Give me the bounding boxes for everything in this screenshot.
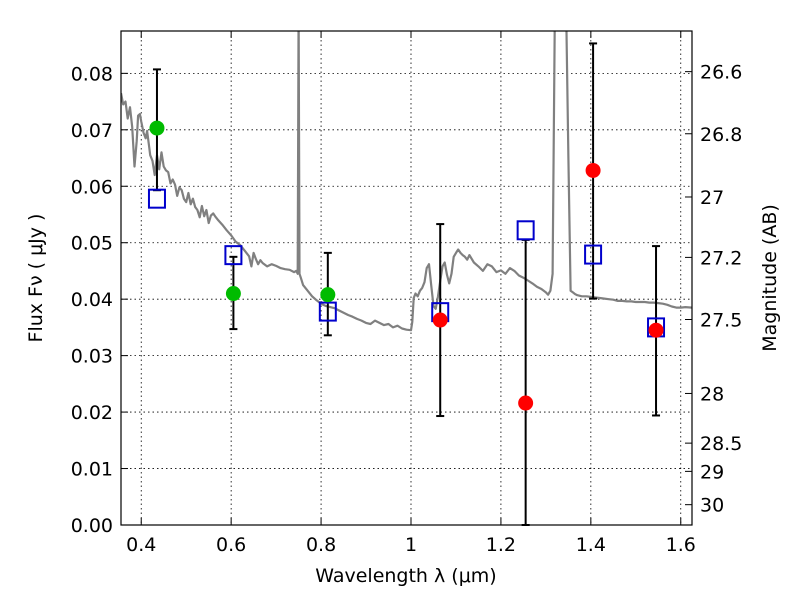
y-tick-label: 0.06 <box>71 176 113 198</box>
y-tick-label: 0.07 <box>71 120 113 142</box>
y-axis-label: Flux Fν ( μJy ) <box>25 214 47 343</box>
y-tick-label: 0.02 <box>71 402 113 424</box>
x-tick-label: 1 <box>405 534 417 556</box>
right-tick-label: 29 <box>700 461 724 483</box>
x-axis-label: Wavelength λ (μm) <box>315 565 496 587</box>
right-tick-label: 28.5 <box>700 433 742 455</box>
model-photometry-square <box>147 188 166 209</box>
x-tick-label: 0.6 <box>216 534 246 556</box>
x-tick-label: 1.2 <box>486 534 516 556</box>
right-tick-label: 27.5 <box>700 309 742 331</box>
y-tick-label: 0.08 <box>71 63 113 85</box>
x-tick-label: 0.8 <box>306 534 336 556</box>
model-photometry-square <box>224 245 243 266</box>
upper-limit-point <box>585 162 601 178</box>
upper-limit-point <box>648 322 664 338</box>
markers <box>147 42 666 526</box>
right-tick-label: 27 <box>700 187 724 209</box>
model-photometry-square <box>584 244 603 265</box>
ticks: 0.4 0.6 0.8 1 1.2 1.4 1.6 0.00 0.01 0.02 0.03 0.04 0… <box>71 31 742 556</box>
model-photometry-square <box>516 220 535 241</box>
y-tick-label: 0.01 <box>71 459 113 481</box>
right-tick-label: 27.2 <box>700 247 742 269</box>
right-tick-label: 30 <box>700 495 724 517</box>
plot-area <box>121 31 692 332</box>
plot-frame <box>120 30 693 526</box>
detection-point <box>149 120 165 136</box>
model-spectrum-line <box>121 31 692 332</box>
detection-point <box>225 286 241 302</box>
model-photometry-square <box>318 301 337 322</box>
right-tick-label: 26.8 <box>700 124 742 146</box>
x-tick-label: 1.4 <box>576 534 606 556</box>
y-tick-label: 0.00 <box>71 515 113 537</box>
x-tick-label: 0.4 <box>126 534 156 556</box>
upper-limit-point <box>518 395 534 411</box>
right-tick-label: 28 <box>700 383 724 405</box>
y-tick-label: 0.04 <box>71 289 113 311</box>
detection-point <box>320 287 336 303</box>
y-tick-label: 0.05 <box>71 233 113 255</box>
upper-limit-point <box>432 312 448 328</box>
y-tick-label: 0.03 <box>71 346 113 368</box>
right-tick-label: 26.6 <box>700 62 742 84</box>
x-tick-label: 1.6 <box>666 534 696 556</box>
y-axis-right-label: Magnitude (AB) <box>759 204 781 352</box>
